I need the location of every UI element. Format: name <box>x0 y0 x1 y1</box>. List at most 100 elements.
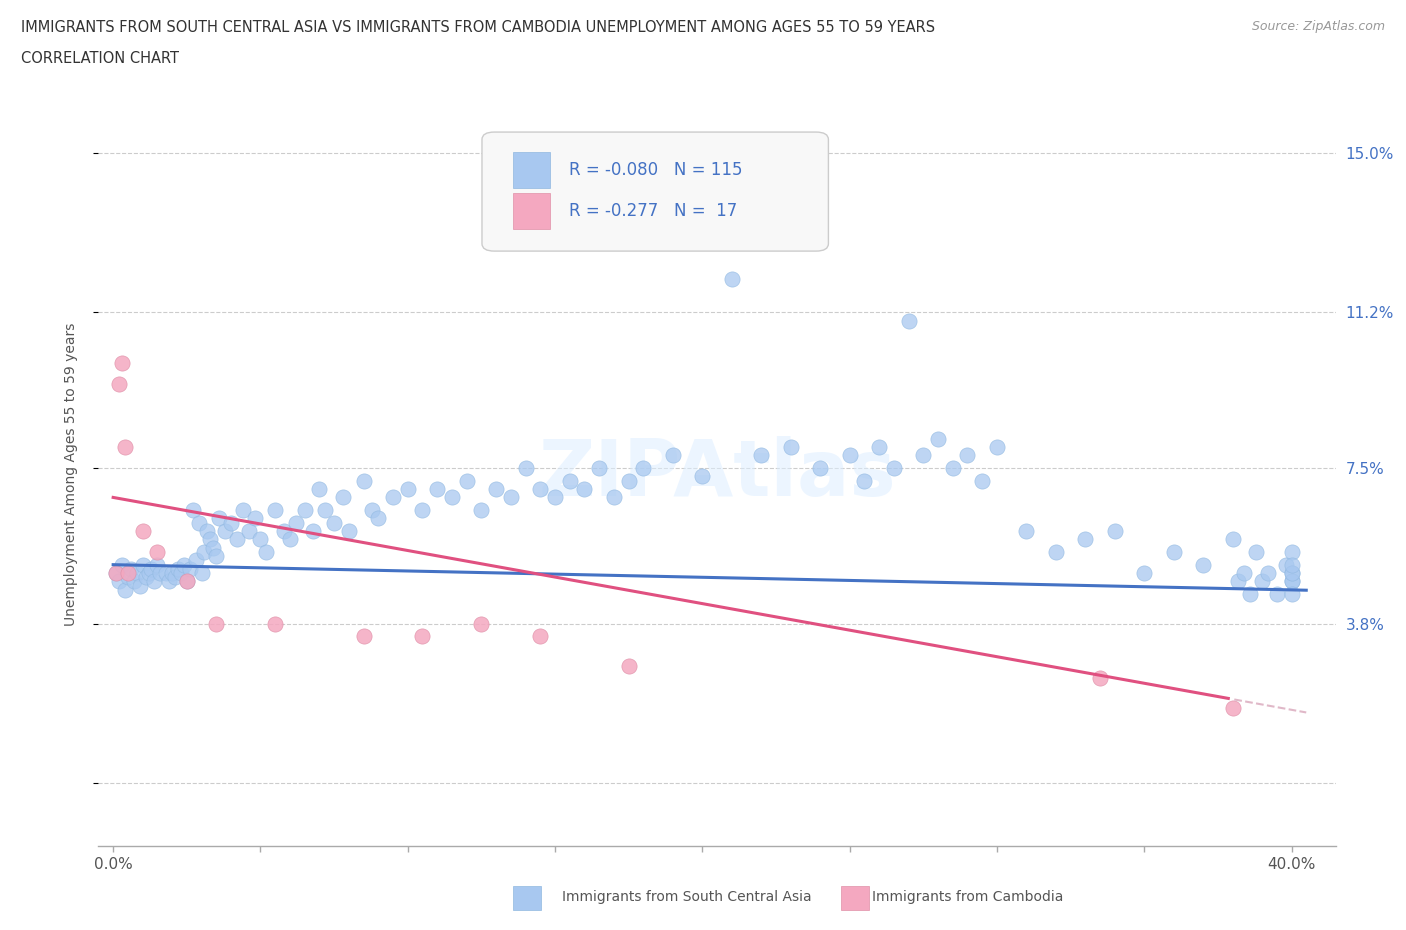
Text: CORRELATION CHART: CORRELATION CHART <box>21 51 179 66</box>
Point <box>249 532 271 547</box>
Point <box>143 574 166 589</box>
Point <box>470 502 492 517</box>
Point <box>529 482 551 497</box>
Point <box>361 502 384 517</box>
Point <box>1244 545 1267 560</box>
Point <box>184 553 207 568</box>
Point <box>617 473 640 488</box>
Point <box>808 460 831 475</box>
Point <box>284 515 307 530</box>
Point <box>558 473 581 488</box>
FancyBboxPatch shape <box>513 193 550 229</box>
Point <box>853 473 876 488</box>
FancyBboxPatch shape <box>482 132 828 251</box>
Point <box>232 502 254 517</box>
Point <box>485 482 508 497</box>
Point <box>1088 671 1111 685</box>
Point <box>499 490 522 505</box>
Point <box>617 658 640 673</box>
Point <box>163 570 186 585</box>
Point <box>440 490 463 505</box>
Point <box>1227 574 1250 589</box>
Point <box>883 460 905 475</box>
Point <box>367 511 389 525</box>
FancyBboxPatch shape <box>513 153 550 188</box>
Point <box>1163 545 1185 560</box>
Point <box>1192 557 1215 572</box>
Point <box>912 448 935 463</box>
Point <box>135 570 157 585</box>
Point <box>353 473 375 488</box>
Point <box>1281 587 1303 602</box>
Point <box>197 524 219 538</box>
Point <box>308 482 330 497</box>
Point <box>193 545 215 560</box>
Point <box>588 460 610 475</box>
Point <box>1281 557 1303 572</box>
Point <box>208 511 231 525</box>
Point <box>176 574 198 589</box>
Point <box>155 565 177 580</box>
Point <box>214 524 236 538</box>
Point <box>972 473 994 488</box>
Point <box>1281 565 1303 580</box>
Point <box>1045 545 1067 560</box>
Point <box>138 565 160 580</box>
Y-axis label: Unemployment Among Ages 55 to 59 years: Unemployment Among Ages 55 to 59 years <box>63 323 77 626</box>
Point <box>692 469 714 484</box>
Point <box>544 490 567 505</box>
Point <box>1104 524 1126 538</box>
Point <box>141 562 163 577</box>
Point <box>302 524 325 538</box>
Point <box>1222 532 1244 547</box>
Point <box>114 440 136 455</box>
Point <box>1257 565 1279 580</box>
Point <box>264 502 287 517</box>
Point <box>170 565 193 580</box>
Point <box>176 574 198 589</box>
Point <box>190 565 212 580</box>
Point <box>1233 565 1256 580</box>
Point <box>108 377 131 392</box>
Point <box>187 515 209 530</box>
Point <box>470 616 492 631</box>
Point <box>603 490 626 505</box>
Point <box>1281 545 1303 560</box>
Point <box>574 482 596 497</box>
Point <box>238 524 260 538</box>
Text: Immigrants from Cambodia: Immigrants from Cambodia <box>872 890 1063 905</box>
Point <box>1281 574 1303 589</box>
Point <box>294 502 316 517</box>
Point <box>1133 565 1156 580</box>
Point <box>633 460 655 475</box>
Point <box>173 557 195 572</box>
Text: Immigrants from South Central Asia: Immigrants from South Central Asia <box>562 890 813 905</box>
Point <box>131 557 153 572</box>
Point <box>278 532 301 547</box>
Point <box>111 355 134 370</box>
Point <box>254 545 277 560</box>
Point <box>323 515 346 530</box>
Point <box>105 565 128 580</box>
Point <box>662 448 685 463</box>
Point <box>1265 587 1288 602</box>
Point <box>942 460 965 475</box>
Point <box>219 515 242 530</box>
Point <box>515 460 537 475</box>
Point <box>181 502 204 517</box>
Point <box>160 565 183 580</box>
Point <box>956 448 979 463</box>
Point <box>128 578 150 593</box>
Point <box>120 562 142 577</box>
Point <box>337 524 360 538</box>
Point <box>117 570 139 585</box>
Point <box>1222 700 1244 715</box>
Point <box>243 511 266 525</box>
Point <box>149 565 172 580</box>
Point <box>205 616 228 631</box>
Point <box>314 502 336 517</box>
Text: Source: ZipAtlas.com: Source: ZipAtlas.com <box>1251 20 1385 33</box>
Point <box>202 540 225 555</box>
Point <box>1251 574 1274 589</box>
Point <box>111 557 134 572</box>
